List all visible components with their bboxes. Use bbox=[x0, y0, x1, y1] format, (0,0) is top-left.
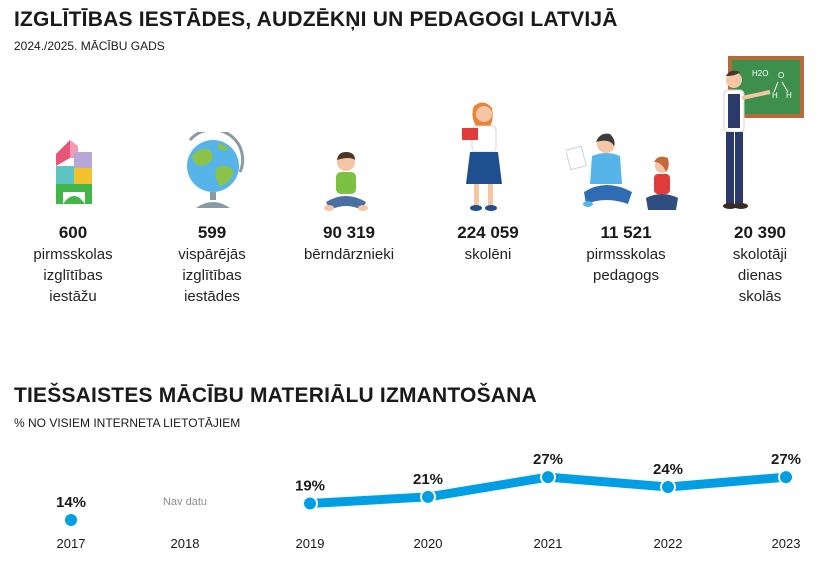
stat-day-school-teachers: 20 390 skolotāji dienas skolās bbox=[690, 222, 820, 307]
board-h2-text: H bbox=[786, 91, 792, 100]
globe-icon bbox=[187, 132, 245, 208]
x-tick-label: 2022 bbox=[654, 536, 683, 551]
student-with-book-icon bbox=[462, 102, 502, 211]
chart-title: TIEŠSAISTES MĀCĪBU MATERIĀLU IZMANTOŠANA bbox=[14, 384, 537, 407]
stat-label-line: pirmsskolas bbox=[33, 246, 113, 263]
board-h1-text: H bbox=[772, 91, 778, 100]
data-label: 19% bbox=[295, 478, 325, 495]
stat-label-line: iestādes bbox=[184, 288, 240, 305]
data-label: 27% bbox=[533, 451, 563, 468]
child-sitting-icon bbox=[324, 152, 368, 211]
stat-value: 600 bbox=[58, 223, 88, 242]
board-formula-text: H2O bbox=[752, 69, 768, 78]
stat-value: 20 390 bbox=[734, 223, 786, 242]
x-tick-label: 2023 bbox=[772, 536, 801, 551]
data-label: 21% bbox=[413, 471, 443, 488]
preschool-teacher-icon bbox=[566, 133, 678, 210]
data-label: 14% bbox=[56, 494, 86, 511]
stat-label-line: dienas bbox=[737, 267, 783, 284]
stat-label-line: pirmsskolas bbox=[586, 246, 666, 263]
stat-value: 11 521 bbox=[600, 223, 652, 242]
chart-subtitle: % NO VISIEM INTERNETA LIETOTĀJIEM bbox=[14, 416, 241, 430]
data-point bbox=[420, 488, 436, 505]
stat-preschool-teachers: 11 521 pirmsskolas pedagogs bbox=[556, 222, 696, 286]
board-o-text: O bbox=[778, 71, 784, 80]
stat-preschool-institutions: 600 pirmsskolas izglītības iestāžu bbox=[3, 222, 143, 307]
x-tick-label: 2021 bbox=[534, 536, 563, 551]
page-subtitle: 2024./2025. MĀCĪBU GADS bbox=[14, 39, 165, 53]
x-tick-label: 2018 bbox=[171, 536, 200, 551]
stat-label-line: skolotāji bbox=[732, 246, 788, 263]
data-point bbox=[63, 512, 79, 528]
x-tick-label: 2017 bbox=[57, 536, 86, 551]
stat-value: 90 319 bbox=[323, 223, 375, 242]
line-chart: 14% 2017 Nav datu 2018 19% 2019 21% 2020 27% 2021… bbox=[56, 451, 801, 551]
data-point bbox=[540, 469, 556, 486]
data-point bbox=[778, 469, 794, 486]
stat-label-line: vispārējās bbox=[178, 246, 246, 263]
stat-label-line: izglītības bbox=[182, 267, 242, 284]
stat-general-schools: 599 vispārējās izglītības iestādes bbox=[142, 222, 282, 307]
data-label: 24% bbox=[653, 461, 683, 478]
x-tick-label: 2019 bbox=[296, 536, 325, 551]
stat-kindergarteners: 90 319 bērndārznieki bbox=[279, 222, 419, 265]
data-point bbox=[660, 479, 676, 495]
data-label: 27% bbox=[771, 451, 801, 468]
stat-value: 599 bbox=[197, 223, 227, 242]
stat-pupils: 224 059 skolēni bbox=[418, 222, 558, 265]
missing-data-label: Nav datu bbox=[163, 496, 207, 508]
stat-label-line: izglītības bbox=[43, 267, 103, 284]
data-point bbox=[302, 495, 318, 512]
page-title: IZGLĪTĪBAS IESTĀDES, AUDZĒKŅI UN PEDAGOG… bbox=[14, 8, 618, 31]
stat-label-line: iestāžu bbox=[49, 288, 97, 305]
stat-value: 224 059 bbox=[457, 223, 519, 242]
stat-label-line: pedagogs bbox=[593, 267, 659, 284]
teacher-at-board-icon: H2O O H H bbox=[723, 56, 804, 209]
stat-label-line: skolēni bbox=[464, 246, 512, 263]
stat-label-line: bērndārznieki bbox=[303, 246, 395, 263]
x-tick-label: 2020 bbox=[414, 536, 443, 551]
toy-blocks-icon bbox=[56, 140, 92, 204]
stat-label-line: skolās bbox=[738, 288, 782, 305]
